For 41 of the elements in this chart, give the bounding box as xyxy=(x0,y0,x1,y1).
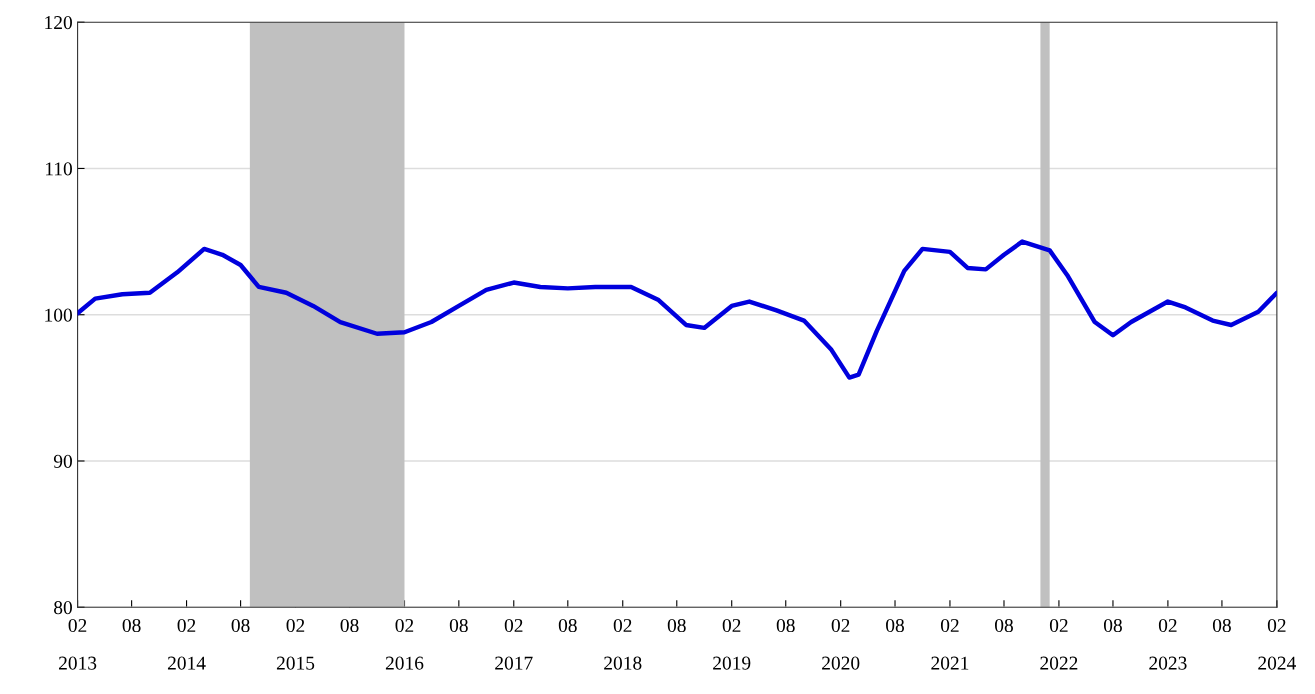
x-tick-label: 02 xyxy=(286,618,305,633)
x2-tick-label: 2018 xyxy=(604,656,642,670)
x-tick-label: 02 xyxy=(940,618,959,633)
x-tick-label: 08 xyxy=(231,618,250,633)
x-tick-label: 08 xyxy=(776,618,795,633)
line-series xyxy=(77,239,1277,380)
x2-tick-label: 2021 xyxy=(931,656,969,670)
x2-tick-label: 2014 xyxy=(167,656,206,670)
x-tick-label: 08 xyxy=(1212,618,1231,633)
x-tick-label: 08 xyxy=(667,618,686,633)
x-tick-label: 08 xyxy=(340,618,359,633)
x2-tick-label: 2019 xyxy=(713,656,751,670)
x2-tick-label: 2020 xyxy=(822,656,860,670)
x-tick-label: 08 xyxy=(558,618,577,633)
x2-tick-label: 2013 xyxy=(58,656,97,670)
x-tick-label: 02 xyxy=(722,618,741,633)
x2-tick-label: 2023 xyxy=(1149,656,1187,670)
y-tick-label: 90 xyxy=(53,454,72,468)
x-tick-label: 08 xyxy=(1103,618,1122,633)
x-tick-label: 02 xyxy=(1267,618,1286,633)
y-tick-label: 110 xyxy=(46,162,72,176)
x-tick-label: 08 xyxy=(995,618,1013,633)
y-tick-label: 80 xyxy=(54,601,72,615)
x2-tick-label: 2015 xyxy=(276,656,315,670)
y-tick-label: 120 xyxy=(45,16,72,30)
x-tick-label: 02 xyxy=(613,618,632,633)
x2-tick-label: 2022 xyxy=(1040,656,1078,670)
x2-tick-label: 2024 xyxy=(1258,656,1297,670)
x2-tick-label: 2016 xyxy=(385,656,424,670)
y-tick-label: 100 xyxy=(45,308,72,322)
x-tick-label: 02 xyxy=(1049,618,1068,633)
x-tick-label: 08 xyxy=(122,618,141,633)
x-tick-label: 02 xyxy=(504,618,523,633)
x-tick-label: 02 xyxy=(177,618,196,633)
x2-tick-label: 2017 xyxy=(495,656,533,670)
x-tick-label: 02 xyxy=(68,618,87,633)
x-tick-label: 02 xyxy=(395,618,414,633)
x-tick-label: 08 xyxy=(886,618,904,633)
x-tick-label: 08 xyxy=(449,618,468,633)
x-tick-label: 02 xyxy=(1158,618,1177,633)
x-tick-label: 02 xyxy=(831,618,850,633)
